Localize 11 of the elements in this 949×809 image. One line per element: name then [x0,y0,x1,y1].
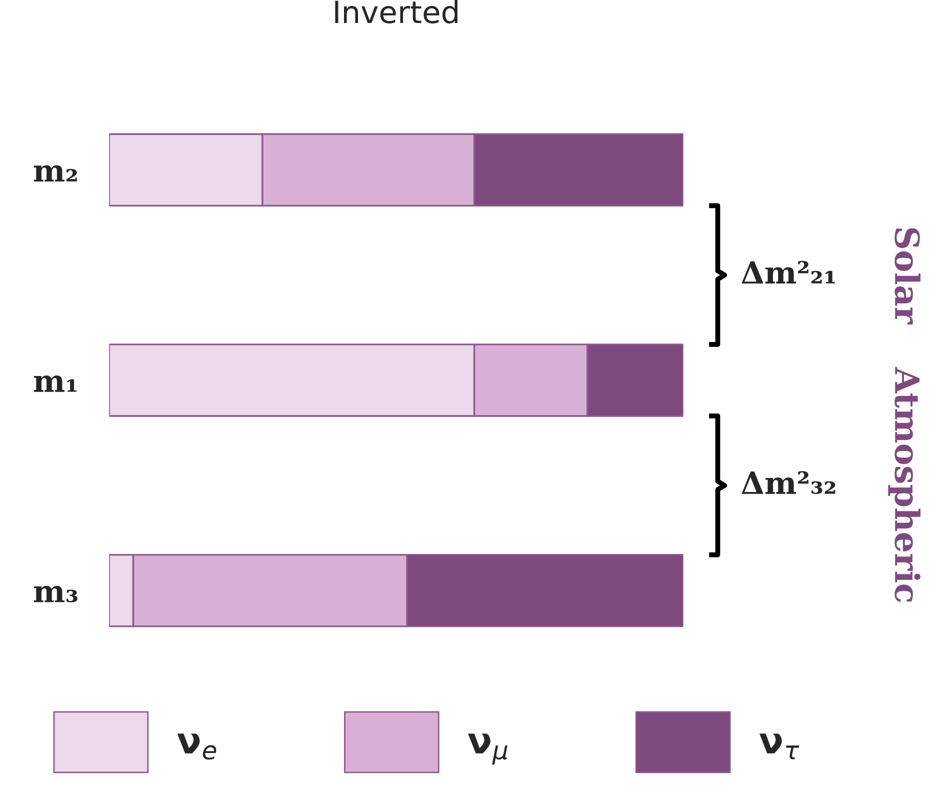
text: Δm²₂₁ [742,260,835,284]
y-tick-label: m₁ [34,376,76,392]
text: Atmospheric [888,367,920,602]
text: Δm²₃₂ [742,471,836,494]
legend-label: ν$_{τ}$ [759,734,800,760]
y-tick-label: m₃ [34,586,78,602]
text: Solar [894,228,920,324]
legend-label: ν$_{μ}$ [468,734,508,765]
y-tick-label: m₂ [34,165,77,182]
chart-title: Inverted [335,0,458,24]
legend-label: ν$_{e}$ [177,734,216,760]
